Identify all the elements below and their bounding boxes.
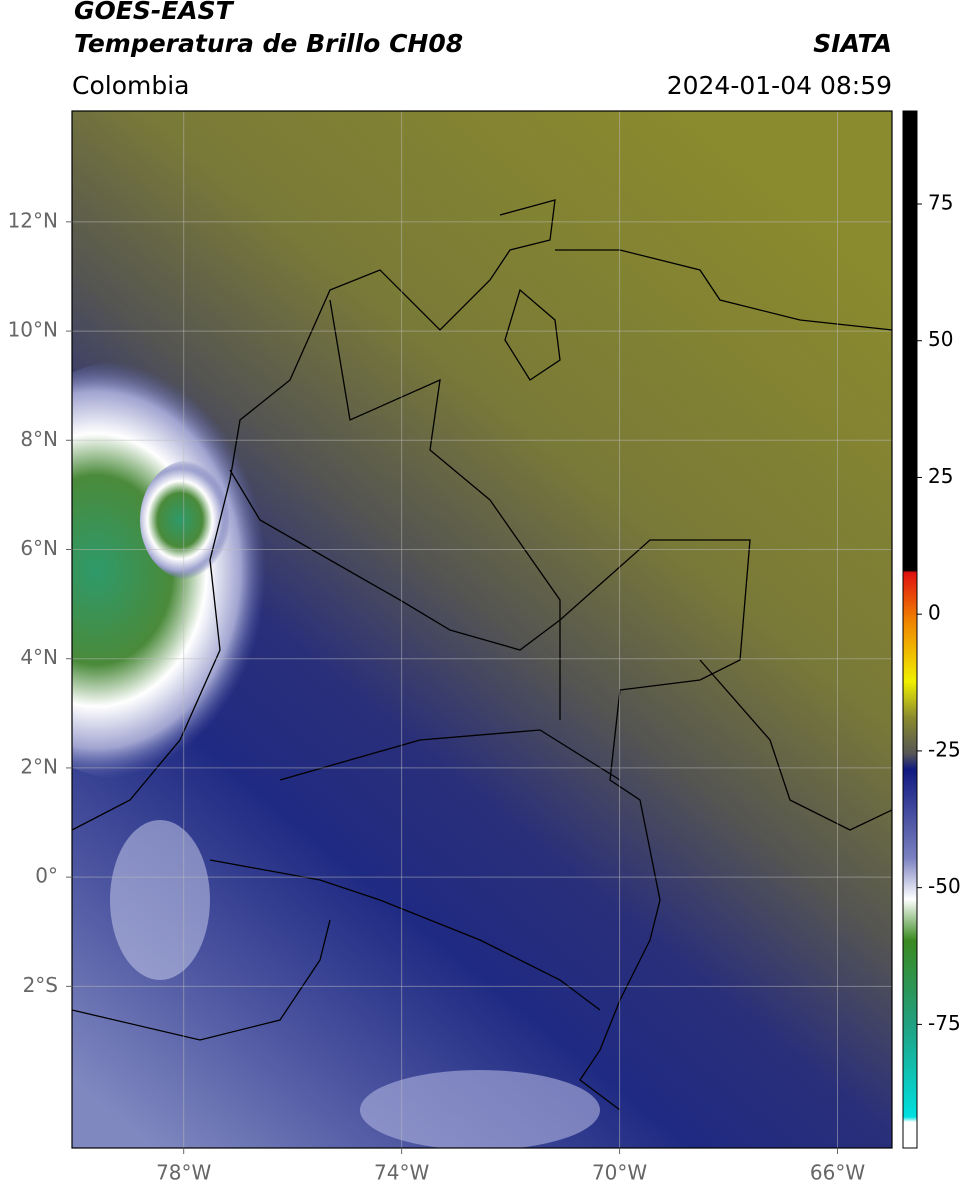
y-tick-label: 6°N	[20, 536, 58, 560]
timestamp: 2024-01-04 08:59	[667, 71, 892, 100]
colorbar	[902, 110, 918, 1149]
region: Colombia	[72, 71, 189, 100]
subtitle: Temperatura de Brillo CH08	[74, 29, 463, 58]
y-tick-label: 2°N	[20, 754, 58, 778]
y-tick-label: 0°	[35, 864, 58, 888]
y-tick-label: 12°N	[8, 208, 58, 232]
x-tick-label: 74°W	[374, 1161, 429, 1185]
x-tick-label: 70°W	[592, 1161, 647, 1185]
satellite-image	[72, 111, 892, 1148]
x-tick-label: 66°W	[810, 1161, 865, 1185]
x-tick-label: 78°W	[156, 1161, 211, 1185]
map-frame	[71, 110, 893, 1149]
y-tick-label: 2°S	[23, 973, 58, 997]
colorbar-label: 75	[928, 190, 953, 214]
y-tick-label: 4°N	[20, 645, 58, 669]
y-tick-label: 8°N	[20, 427, 58, 451]
colorbar-label: 50	[928, 327, 953, 351]
y-tick-label: 10°N	[8, 318, 58, 342]
source: SIATA	[813, 29, 892, 58]
colorbar-label: -75	[928, 1011, 961, 1035]
colorbar-label: -25	[928, 737, 961, 761]
title: GOES-EAST	[74, 0, 235, 25]
colorbar-label: 25	[928, 464, 953, 488]
colorbar-label: 0	[928, 601, 941, 625]
colorbar-label: -50	[928, 874, 961, 898]
